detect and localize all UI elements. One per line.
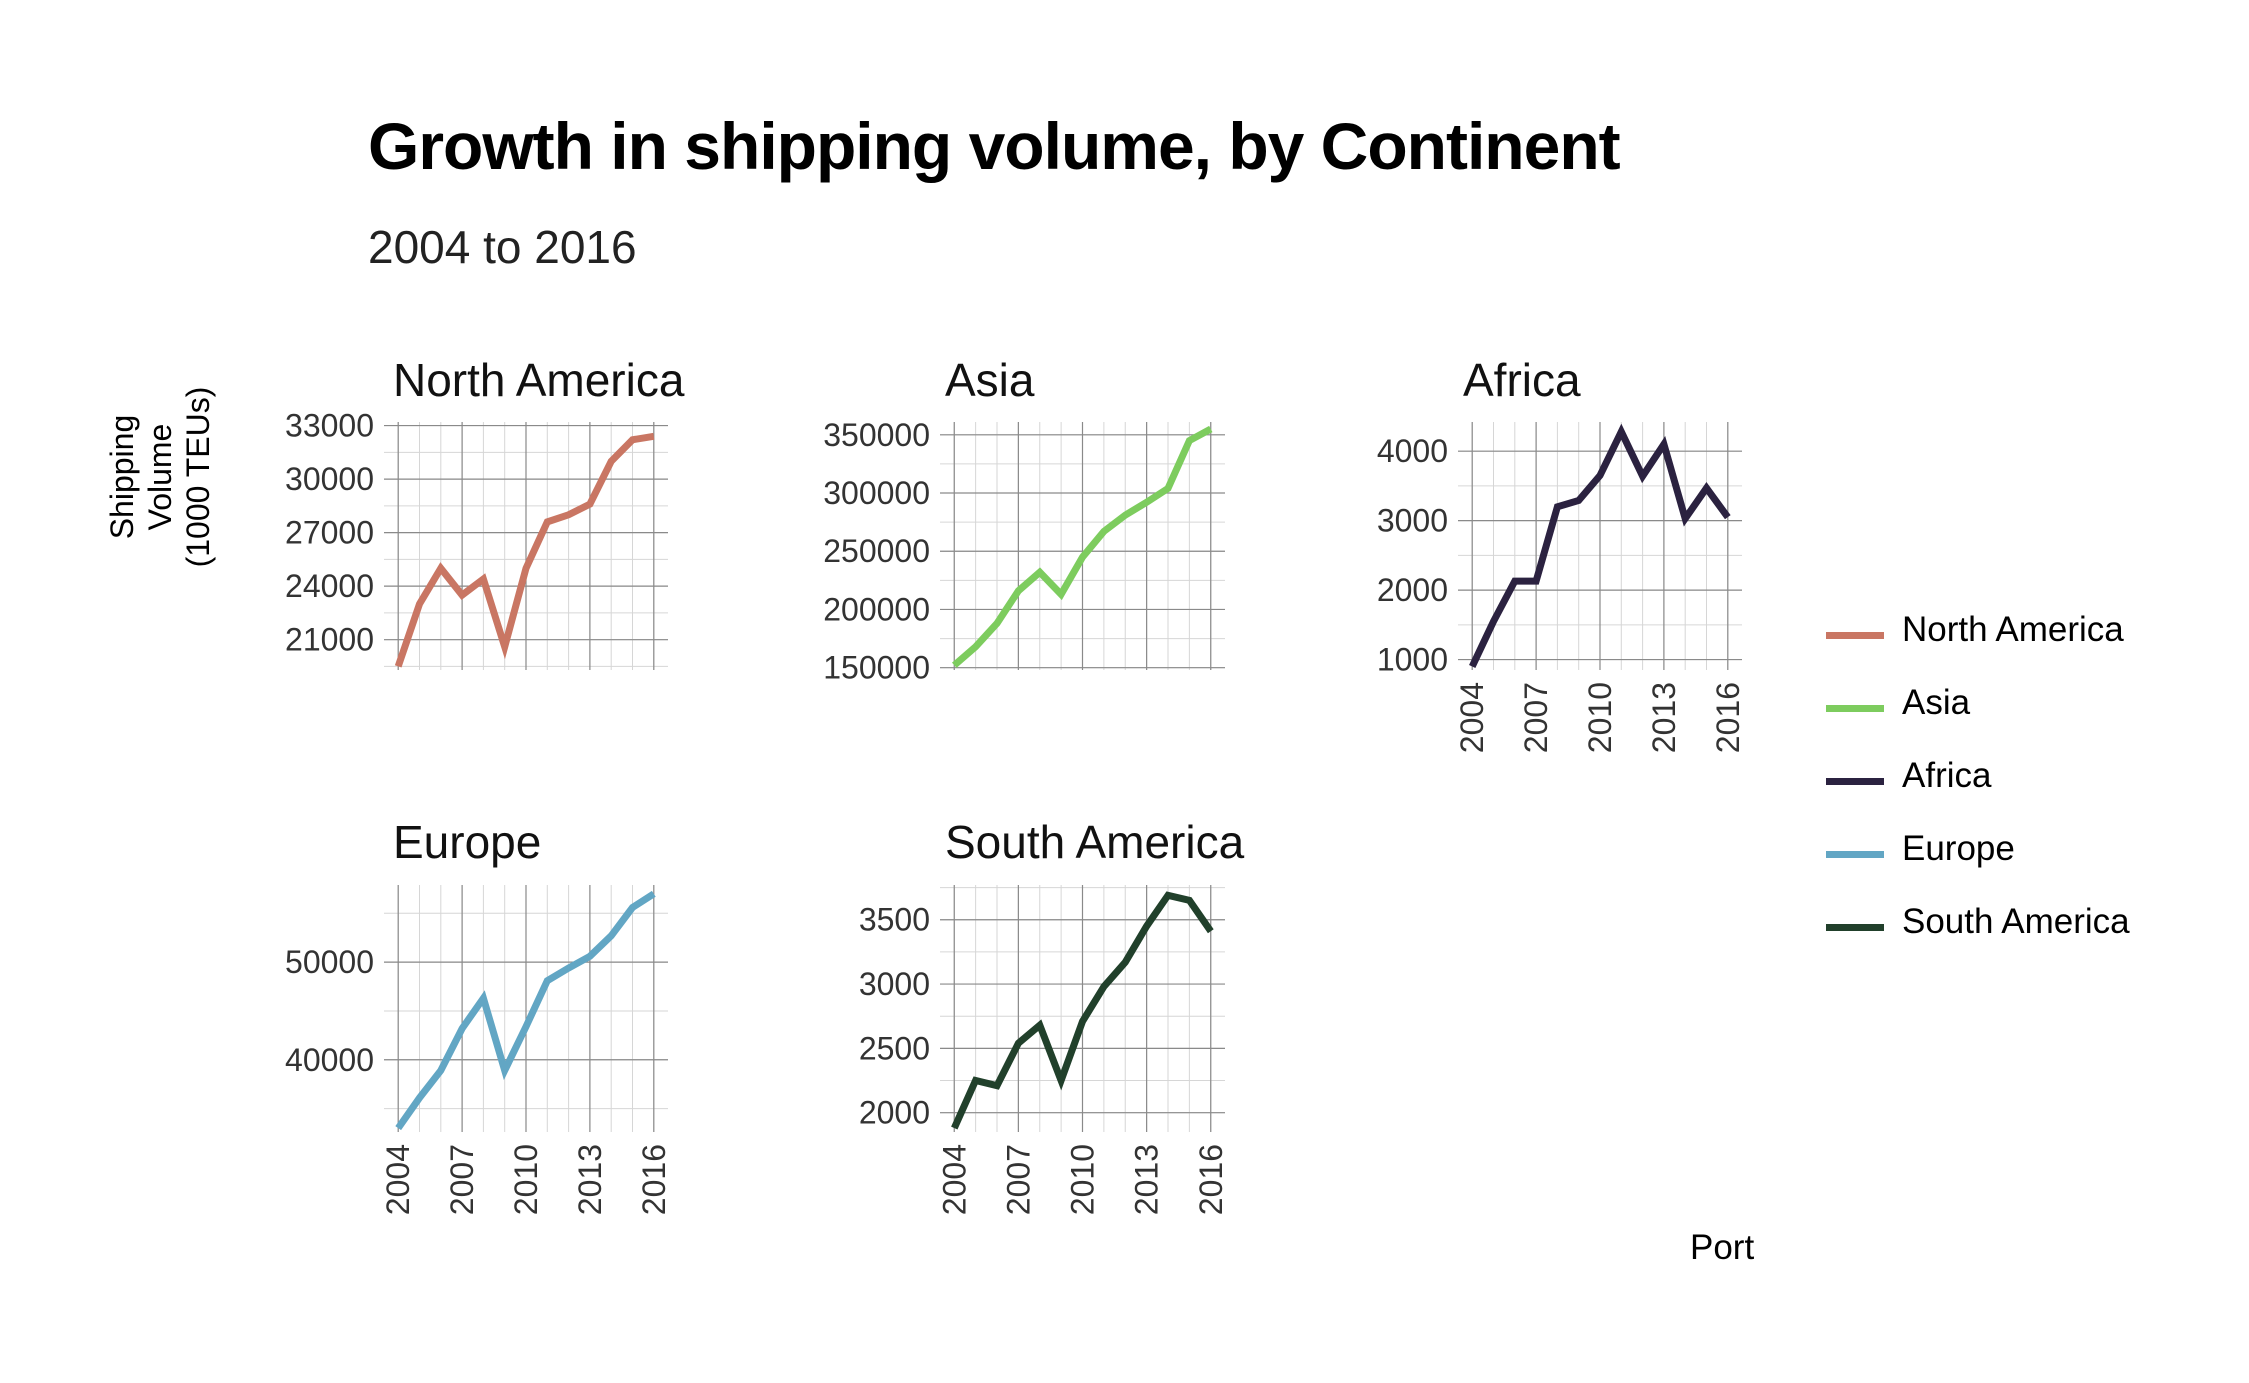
y-tick-label: 3000 [1377, 503, 1448, 539]
y-tick-label: 27000 [285, 515, 374, 551]
x-tick-label: 2007 [1518, 682, 1554, 753]
y-tick-label: 250000 [823, 533, 930, 569]
y-tick-label: 24000 [285, 568, 374, 604]
x-tick-label: 2016 [1710, 682, 1746, 753]
legend-swatch [1826, 632, 1884, 639]
y-tick-label: 30000 [285, 461, 374, 497]
x-tick-label: 2004 [380, 1144, 416, 1215]
legend-swatch [1826, 924, 1884, 931]
facet-title: Europe [393, 816, 541, 868]
legend-label: Europe [1902, 829, 2015, 868]
x-tick-label: 2004 [936, 1144, 972, 1215]
legend-label: Africa [1902, 756, 1992, 795]
y-tick-label: 2500 [859, 1030, 930, 1066]
legend-title: Port [1690, 1228, 1755, 1267]
y-tick-label: 4000 [1377, 433, 1448, 469]
facet-panel: 150000 200000 250000 300000 350000 Asia [823, 354, 1225, 686]
facet-title: South America [945, 816, 1245, 868]
x-tick-label: 2013 [572, 1144, 608, 1215]
facet-panel: 40000 50000 2004 2007 2010 2013 2016 Europe [285, 816, 672, 1215]
x-tick-label: 2010 [1582, 682, 1618, 753]
series-line [951, 425, 1213, 668]
legend-label: Asia [1902, 683, 1971, 722]
series-line [394, 432, 655, 668]
legend-label: North America [1902, 610, 2124, 649]
y-tick-label: 40000 [285, 1042, 374, 1078]
y-tick-label: 2000 [859, 1095, 930, 1131]
y-tick-label: 300000 [823, 475, 930, 511]
y-tick-label: 200000 [823, 591, 930, 627]
legend-label: South America [1902, 902, 2130, 941]
series-line [1469, 423, 1731, 668]
facet-panel: 2000 2500 3000 3500 2004 2007 2010 2013 2016 Sout… [859, 816, 1245, 1215]
x-tick-label: 2007 [444, 1144, 480, 1215]
x-tick-label: 2010 [1065, 1144, 1101, 1215]
legend-swatch [1826, 778, 1884, 785]
y-tick-label: 1000 [1377, 642, 1448, 678]
legend-swatch [1826, 851, 1884, 858]
x-tick-label: 2004 [1454, 682, 1490, 753]
x-tick-label: 2010 [508, 1144, 544, 1215]
x-tick-label: 2016 [1193, 1144, 1229, 1215]
x-tick-label: 2013 [1129, 1144, 1165, 1215]
y-tick-label: 33000 [285, 408, 374, 444]
facet-title: Asia [945, 354, 1035, 406]
y-tick-label: 21000 [285, 622, 374, 658]
legend-swatch [1826, 705, 1884, 712]
y-tick-label: 3500 [859, 902, 930, 938]
facet-title: North America [393, 354, 685, 406]
facet-panel: 21000 24000 27000 30000 33000 North America [285, 354, 685, 670]
y-tick-label: 2000 [1377, 572, 1448, 608]
facet-title: Africa [1463, 354, 1581, 406]
y-tick-label: 3000 [859, 966, 930, 1002]
facet-panel: 1000 2000 3000 4000 2004 2007 2010 2013 2016 Afri… [1377, 354, 1746, 753]
y-tick-label: 50000 [285, 944, 374, 980]
series-line [395, 890, 656, 1131]
x-tick-label: 2016 [636, 1144, 672, 1215]
series-line [951, 891, 1214, 1130]
x-tick-label: 2013 [1646, 682, 1682, 753]
y-tick-label: 350000 [823, 417, 930, 453]
chart-title: Growth in shipping volume, by Continent [368, 109, 1621, 183]
chart-subtitle: 2004 to 2016 [368, 221, 637, 273]
y-tick-label: 150000 [823, 650, 930, 686]
x-tick-label: 2007 [1000, 1144, 1036, 1215]
